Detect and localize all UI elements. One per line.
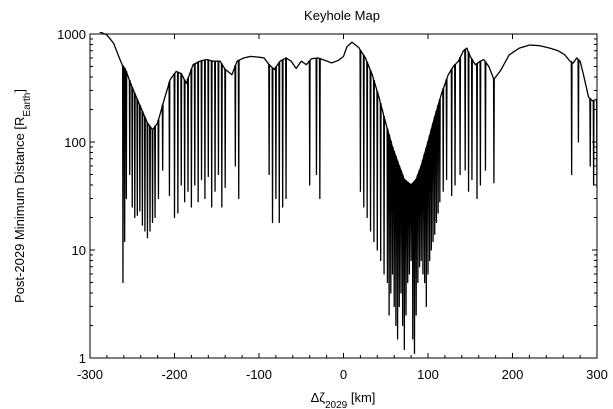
- x-tick-label: 300: [586, 367, 608, 382]
- y-tick-label: 1: [79, 351, 86, 366]
- axis-ticks: -300 -200 -100 0 100 200 300 1 10 100 1000: [57, 27, 608, 382]
- chart-title: Keyhole Map: [304, 8, 380, 23]
- x-tick-label: -200: [161, 367, 187, 382]
- x-tick-label: -300: [77, 367, 103, 382]
- y-tick-label: 10: [72, 243, 86, 258]
- x-tick-label: 100: [417, 367, 439, 382]
- data-series: [98, 32, 597, 355]
- x-axis-title: Δζ2029 [km]: [311, 390, 376, 409]
- y-tick-label: 100: [64, 135, 86, 150]
- series-line: [98, 32, 597, 355]
- x-tick-label: 200: [502, 367, 524, 382]
- plot-frame: [89, 33, 598, 359]
- x-tick-label: -100: [246, 367, 272, 382]
- x-tick-label: 0: [340, 367, 347, 382]
- y-axis-title: Post-2029 Minimum Distance [REarth]: [12, 89, 33, 303]
- y-tick-label: 1000: [57, 27, 86, 42]
